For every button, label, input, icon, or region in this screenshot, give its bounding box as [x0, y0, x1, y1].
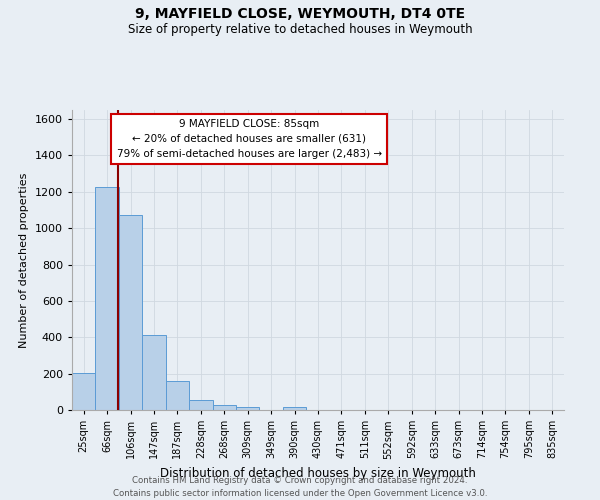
Text: 9 MAYFIELD CLOSE: 85sqm
← 20% of detached houses are smaller (631)
79% of semi-d: 9 MAYFIELD CLOSE: 85sqm ← 20% of detache…	[116, 119, 382, 158]
Y-axis label: Number of detached properties: Number of detached properties	[19, 172, 29, 348]
Bar	[236, 408, 259, 410]
Bar	[189, 400, 212, 410]
Text: 9, MAYFIELD CLOSE, WEYMOUTH, DT4 0TE: 9, MAYFIELD CLOSE, WEYMOUTH, DT4 0TE	[135, 8, 465, 22]
Bar	[95, 188, 119, 410]
Text: Size of property relative to detached houses in Weymouth: Size of property relative to detached ho…	[128, 22, 472, 36]
X-axis label: Distribution of detached houses by size in Weymouth: Distribution of detached houses by size …	[160, 467, 476, 480]
Bar	[142, 336, 166, 410]
Bar	[119, 216, 142, 410]
Text: Contains HM Land Registry data © Crown copyright and database right 2024.
Contai: Contains HM Land Registry data © Crown c…	[113, 476, 487, 498]
Bar	[72, 372, 95, 410]
Bar	[212, 406, 236, 410]
Bar	[283, 408, 306, 410]
Bar	[166, 381, 189, 410]
